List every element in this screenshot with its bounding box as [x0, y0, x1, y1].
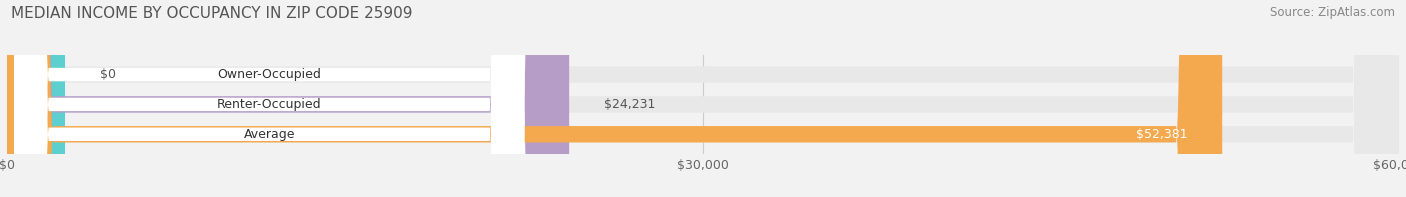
Text: MEDIAN INCOME BY OCCUPANCY IN ZIP CODE 25909: MEDIAN INCOME BY OCCUPANCY IN ZIP CODE 2… [11, 6, 413, 21]
Text: $52,381: $52,381 [1136, 128, 1188, 141]
Text: $24,231: $24,231 [605, 98, 655, 111]
FancyBboxPatch shape [7, 0, 1399, 197]
FancyBboxPatch shape [14, 0, 524, 197]
FancyBboxPatch shape [7, 0, 569, 197]
Text: Renter-Occupied: Renter-Occupied [217, 98, 322, 111]
Text: Owner-Occupied: Owner-Occupied [218, 68, 321, 81]
FancyBboxPatch shape [14, 0, 524, 197]
Text: Average: Average [243, 128, 295, 141]
FancyBboxPatch shape [7, 0, 1222, 197]
FancyBboxPatch shape [7, 0, 1399, 197]
FancyBboxPatch shape [7, 0, 1399, 197]
Text: Source: ZipAtlas.com: Source: ZipAtlas.com [1270, 6, 1395, 19]
FancyBboxPatch shape [7, 0, 65, 197]
FancyBboxPatch shape [14, 0, 524, 197]
Text: $0: $0 [100, 68, 115, 81]
